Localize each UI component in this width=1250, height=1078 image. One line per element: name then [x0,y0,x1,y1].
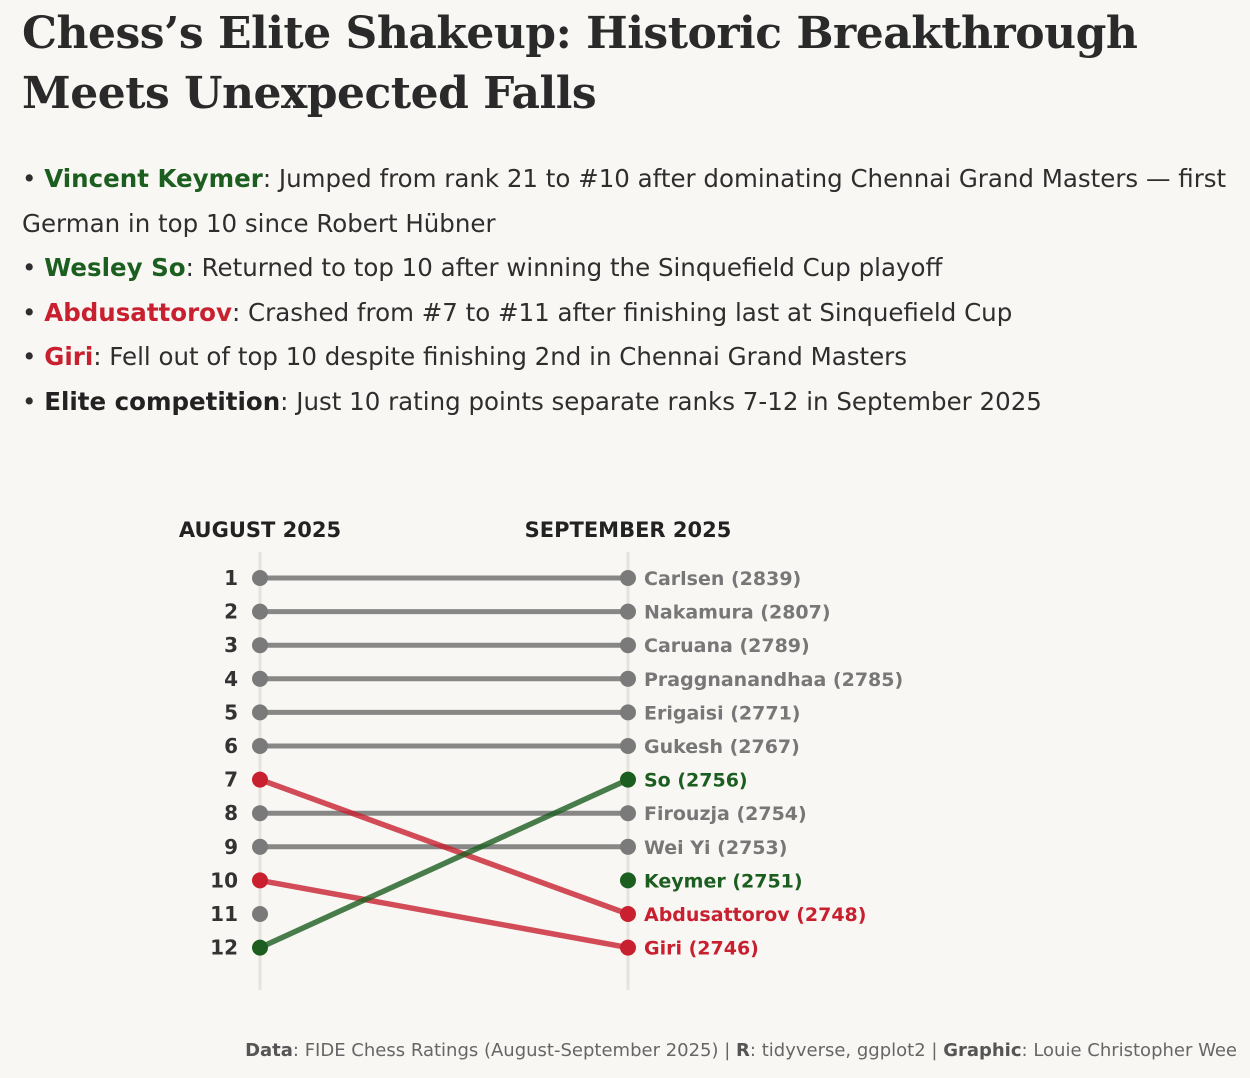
bullet-text: : Jumped from rank 21 to #10 after domin… [22,164,1227,238]
bullet-keymer: • Vincent Keymer: Jumped from rank 21 to… [22,164,1227,238]
chart-title: Chess’s Elite Shakeup: Historic Breakthr… [22,8,1138,119]
summary-bullets: • Vincent Keymer: Jumped from rank 21 to… [22,157,1232,424]
left-point [252,872,268,889]
bullet-name: Wesley So [44,253,186,282]
player-label: Gukesh (2767) [644,736,800,758]
rank-label: 5 [224,700,238,724]
right-point [620,838,636,855]
player-label: Nakamura (2807) [644,602,831,624]
left-point [252,570,268,586]
right-point [620,906,636,922]
left-point [252,838,268,855]
caption-data-text: : FIDE Chess Ratings (August-September 2… [292,1040,737,1061]
bullet-abdusattorov: • Abdusattorov: Crashed from #7 to #11 a… [22,297,1013,327]
bullet-elite: • Elite competition: Just 10 rating poin… [22,386,1042,416]
player-label: Caruana (2789) [644,635,810,657]
bullet-name: Elite competition [44,386,281,416]
caption-r-label: R [736,1040,750,1061]
bullet-name: Vincent Keymer [44,164,263,193]
rank-label: 4 [224,667,238,691]
player-label: Erigaisi (2771) [644,702,800,724]
rank-label: 10 [210,868,238,892]
rank-label: 8 [224,801,238,825]
bullet-name: Abdusattorov [44,297,232,327]
caption-data-label: Data [245,1040,293,1061]
right-point [620,704,636,721]
right-point [620,603,636,620]
player-label: Carlsen (2839) [644,568,801,590]
rank-label: 3 [224,633,238,657]
left-point [252,670,268,687]
right-point [620,738,636,754]
rank-label: 7 [224,768,238,792]
left-point [252,637,268,654]
caption-graphic-text: : Louie Christopher Wee [1021,1040,1237,1061]
player-label: Wei Yi (2753) [644,837,787,859]
left-point [252,704,268,721]
player-label: Keymer (2751) [644,870,803,892]
player-label: Abdusattorov (2748) [644,904,866,926]
right-point [620,939,636,956]
rank-label: 1 [224,566,238,590]
caption-graphic-label: Graphic [943,1040,1022,1061]
left-point [252,738,268,754]
right-point [620,637,636,654]
slope-chart: AUGUST 2025 SEPTEMBER 2025123456789101112… [179,518,903,990]
rank-label: 9 [224,835,238,859]
rank-label: 12 [210,936,238,960]
right-point [620,771,636,788]
player-label: Praggnanandhaa (2785) [644,669,903,691]
left-point [252,805,268,822]
right-point [620,872,636,889]
left-point [252,771,268,788]
rank-label: 11 [210,902,238,926]
player-label: Giri (2746) [644,938,759,960]
caption: Data: FIDE Chess Ratings (August-Septemb… [245,1040,1237,1061]
bullet-text: : Just 10 rating points separate ranks 7… [280,386,1042,416]
bullet-text: : Crashed from #7 to #11 after finishing… [231,297,1013,327]
bullet-text: : Returned to top 10 after winning the S… [185,253,943,282]
player-label: Firouzja (2754) [644,803,807,825]
left-point [252,939,268,956]
bullet-name: Giri [44,342,94,371]
rank-label: 2 [224,600,238,624]
caption-r-text: : tidyverse, ggplot2 | [749,1040,944,1061]
rank-label: 6 [224,734,238,758]
left-point [252,603,268,620]
slope-line-fall [257,877,631,951]
bullet-so: • Wesley So: Returned to top 10 after wi… [22,253,943,282]
right-header: SEPTEMBER 2025 [525,518,732,542]
left-point [252,906,268,922]
right-point [620,670,636,687]
right-point [620,570,636,586]
right-point [620,805,636,822]
left-header: AUGUST 2025 [179,518,341,542]
bullet-giri: • Giri: Fell out of top 10 despite finis… [22,342,908,371]
slope-line-fall [257,776,631,917]
bullet-text: : Fell out of top 10 despite finishing 2… [93,342,908,371]
player-label: So (2756) [644,770,748,792]
slope-line-rise [257,776,631,951]
